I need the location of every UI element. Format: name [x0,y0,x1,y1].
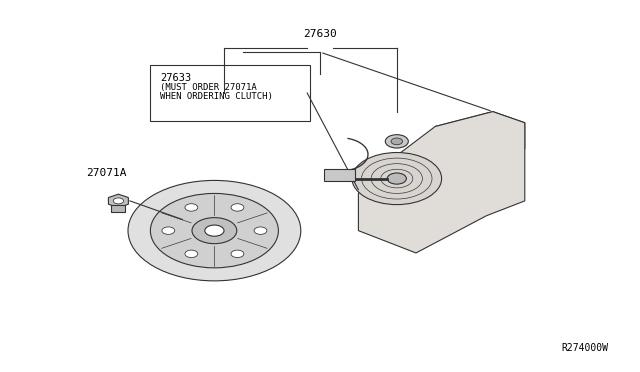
Circle shape [391,138,403,145]
Circle shape [113,198,124,204]
Circle shape [192,218,237,244]
Circle shape [185,204,198,211]
Circle shape [231,204,244,211]
Circle shape [162,227,175,234]
Polygon shape [435,112,525,175]
Text: 27071A: 27071A [86,168,127,178]
Text: 27633: 27633 [160,73,191,83]
FancyBboxPatch shape [150,65,310,121]
Circle shape [231,250,244,257]
Text: WHEN ORDERING CLUTCH): WHEN ORDERING CLUTCH) [160,92,273,101]
Circle shape [205,225,224,236]
Text: 27630: 27630 [303,29,337,39]
Circle shape [352,153,442,205]
Circle shape [150,193,278,268]
FancyBboxPatch shape [324,169,355,181]
Circle shape [128,180,301,281]
Text: (MUST ORDER 27071A: (MUST ORDER 27071A [160,83,257,92]
Circle shape [385,135,408,148]
Circle shape [387,173,406,184]
Circle shape [254,227,267,234]
FancyBboxPatch shape [111,205,125,212]
Circle shape [185,250,198,257]
Polygon shape [358,112,525,253]
Text: R274000W: R274000W [561,343,608,353]
